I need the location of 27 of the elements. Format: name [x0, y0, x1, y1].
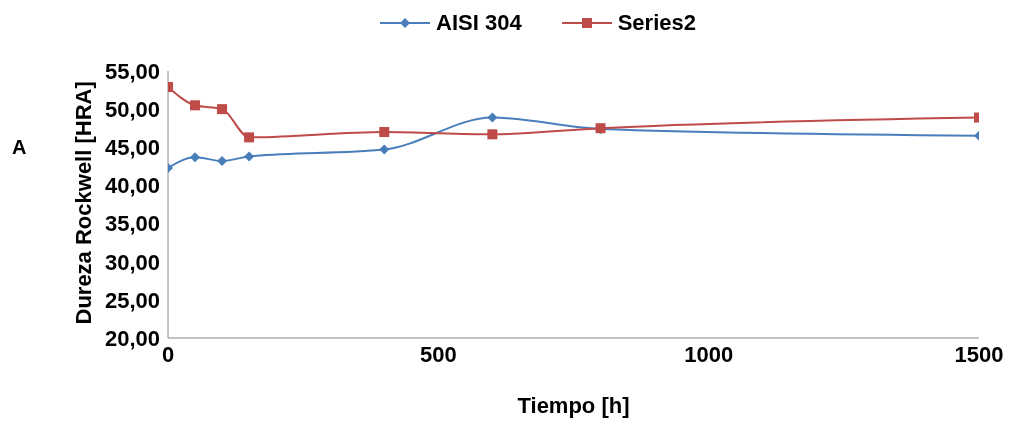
point: [217, 156, 228, 167]
legend-label: AISI 304: [435, 10, 522, 36]
x-axis-title: Tiempo [h]: [517, 393, 630, 418]
x-tick-label: 500: [419, 341, 457, 367]
y-tick-label: 35,00: [104, 211, 160, 237]
point: [379, 127, 390, 138]
y-tick-label: 25,00: [104, 287, 160, 313]
point: [244, 151, 255, 162]
point: [190, 100, 201, 111]
y-tick-label: 50,00: [104, 96, 160, 122]
y-tick-label: 45,00: [104, 135, 160, 161]
point: [244, 132, 255, 143]
point: [487, 129, 498, 140]
point: [217, 104, 228, 115]
y-tick-label: 20,00: [104, 325, 160, 351]
x-tick-label: 0: [161, 341, 175, 367]
point: [190, 152, 201, 163]
point: [487, 112, 498, 123]
legend-label: Series2: [616, 10, 696, 36]
x-tick-label: 1500: [954, 341, 1004, 367]
x-tick-label: 1000: [684, 341, 734, 367]
y-axis-title: Dureza Rockwell [HRA]: [70, 81, 96, 325]
y-tick-label: 40,00: [104, 173, 160, 199]
y-tick-label: 30,00: [104, 249, 160, 275]
y-tick-label: 55,00: [104, 58, 160, 84]
point: [379, 144, 390, 155]
text: A: [12, 136, 27, 159]
